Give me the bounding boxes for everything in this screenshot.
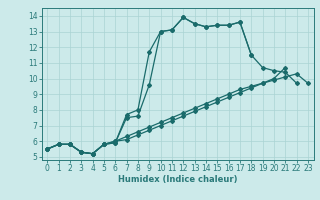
X-axis label: Humidex (Indice chaleur): Humidex (Indice chaleur): [118, 175, 237, 184]
